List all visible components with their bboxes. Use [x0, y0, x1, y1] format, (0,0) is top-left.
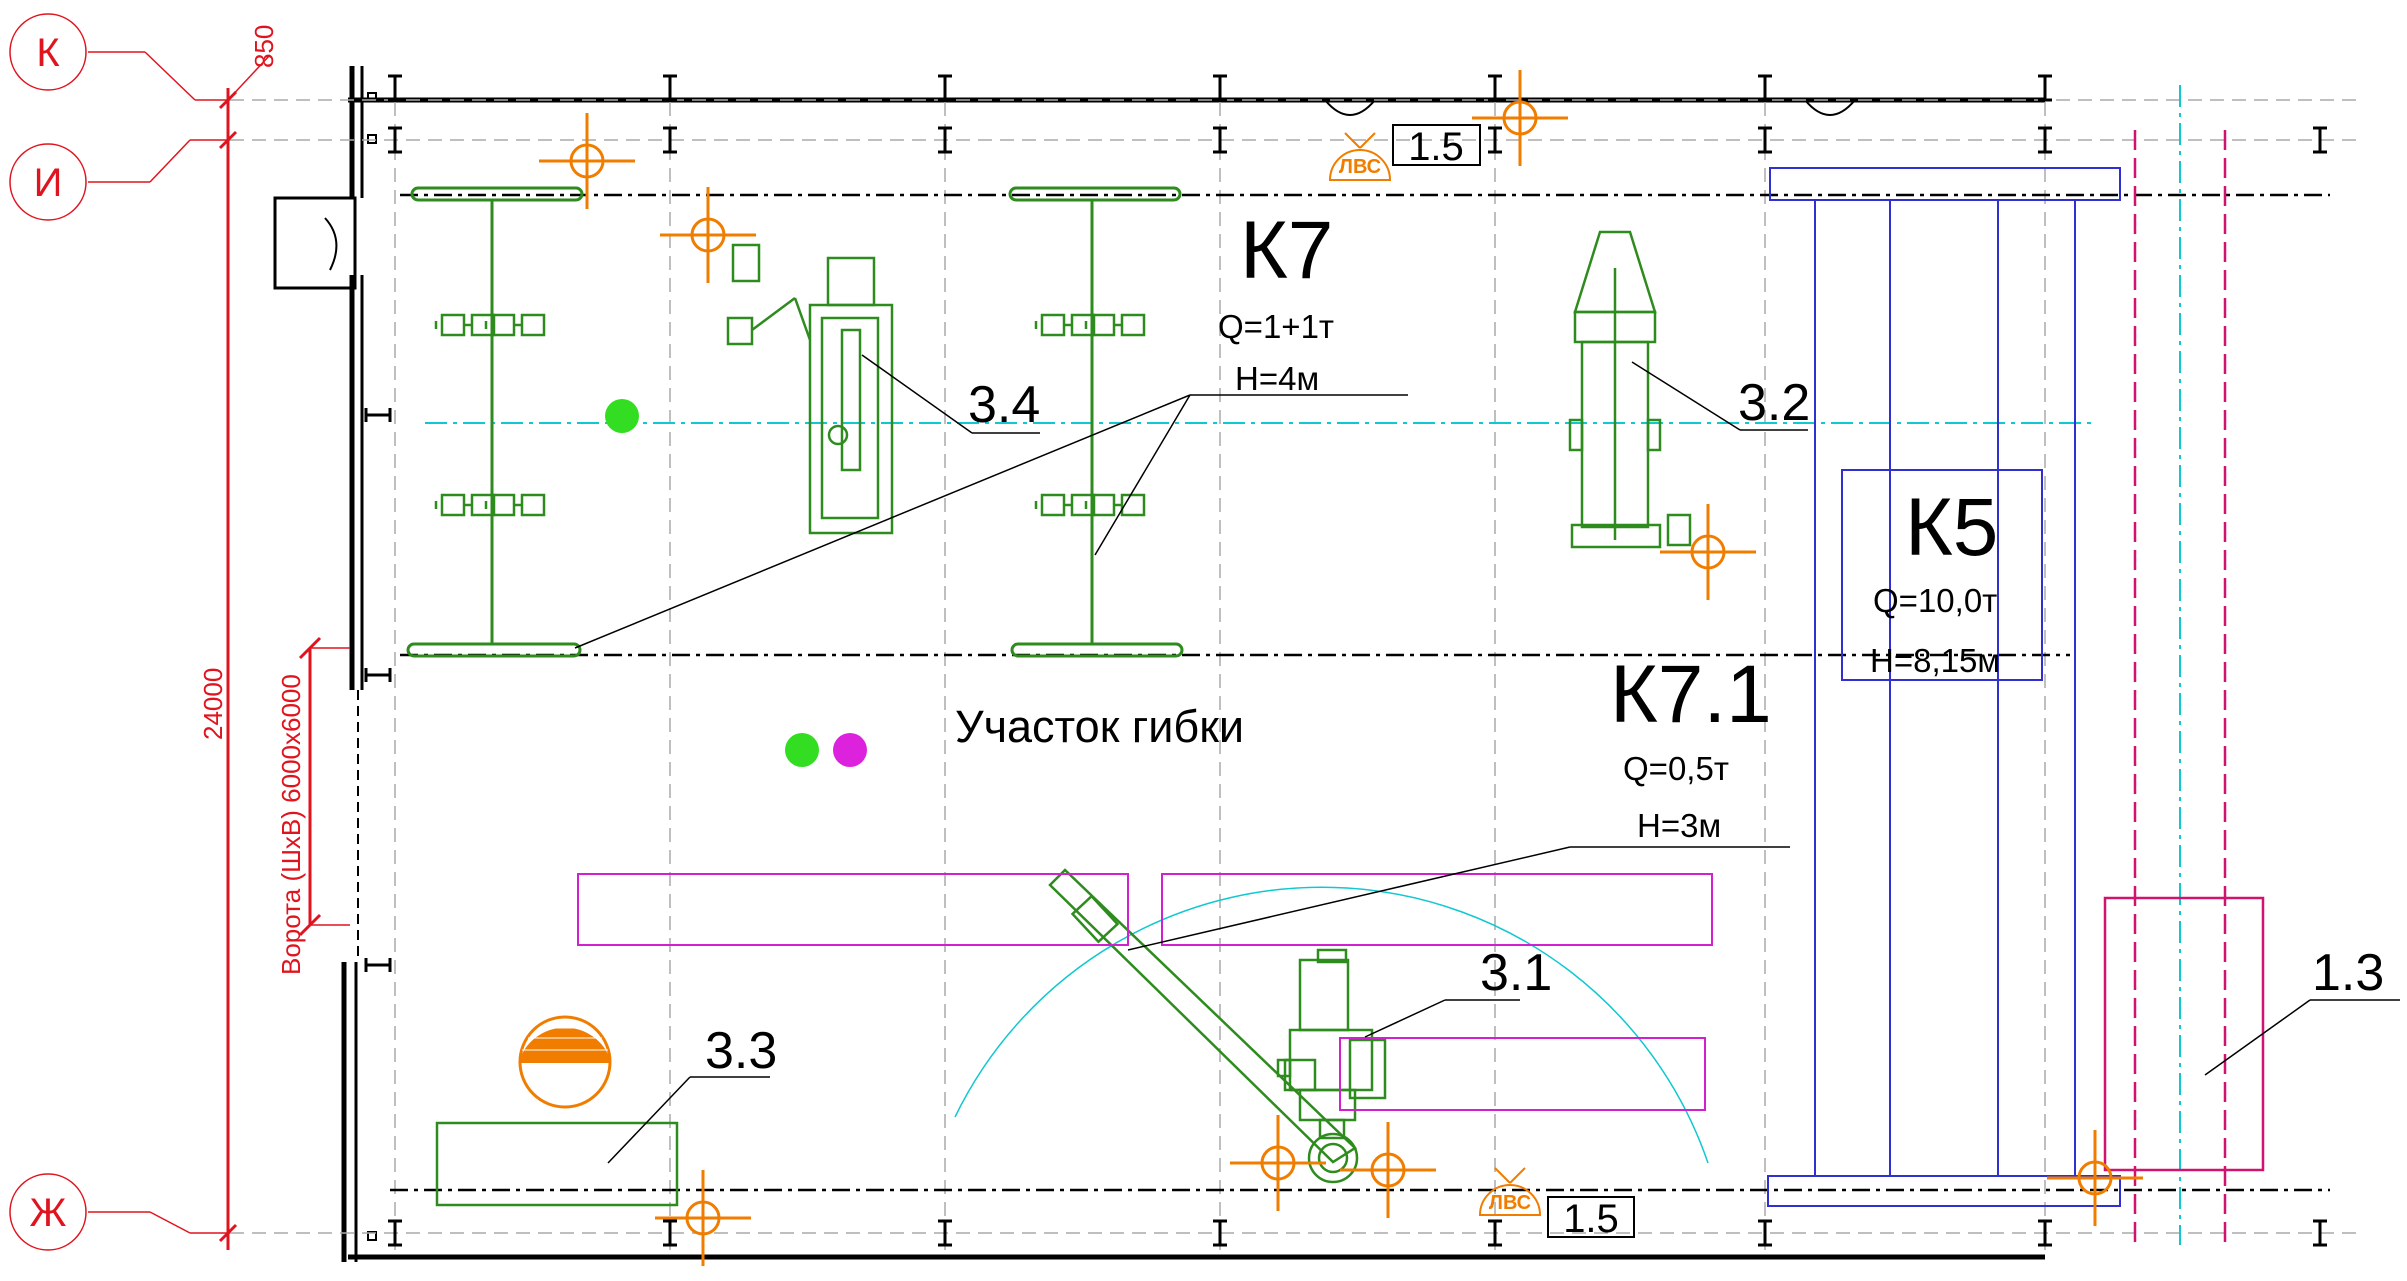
svg-text:1.5: 1.5	[1563, 1197, 1619, 1241]
crane-k7	[406, 186, 1184, 658]
crane-k7-name: К7	[1240, 205, 1333, 296]
label-3-2: 3.2	[1738, 374, 1810, 432]
equipment-3-3	[435, 1121, 679, 1207]
axis-markers: К И Ж	[9, 13, 230, 1251]
dim-850: 850	[249, 25, 279, 68]
lan-symbol-top: ЛВС	[1328, 132, 1392, 181]
lan-tag-bottom: 1.5	[1547, 1196, 1635, 1241]
area-label: Участок гибки	[955, 701, 1244, 752]
crane-k7-height: H=4м	[1235, 360, 1319, 397]
svg-text:1.5: 1.5	[1408, 125, 1464, 169]
svg-text:К: К	[36, 31, 60, 75]
green-dot-1	[605, 399, 639, 433]
orange-circle-symbol	[518, 1015, 612, 1109]
jib-arm	[1048, 868, 1359, 1184]
axis-i: И	[9, 139, 230, 221]
label-3-4: 3.4	[968, 376, 1040, 434]
leader-lines	[574, 354, 2400, 1164]
svg-text:Ж: Ж	[30, 1191, 67, 1235]
crane-k7-capacity: Q=1+1т	[1218, 308, 1334, 345]
magenta-zones	[577, 873, 1713, 1111]
crane-k5-name: К5	[1905, 482, 1998, 573]
magenta-rails	[2133, 130, 2227, 1245]
label-1-3: 1.3	[2312, 944, 2384, 1002]
axis-zh: Ж	[9, 1173, 230, 1251]
equipment-3-2	[1568, 230, 1692, 549]
lan-symbol-bottom: ЛВС	[1478, 1167, 1542, 1216]
column-markers	[364, 74, 2329, 1247]
cyan-centerlines	[425, 85, 2181, 1245]
dimensions	[218, 54, 350, 1250]
equipment-3-4	[726, 243, 894, 535]
axis-k: К	[9, 13, 230, 101]
crane-k5-height: H=8,15м	[1870, 642, 2000, 679]
crane-k7-1-capacity: Q=0,5т	[1623, 750, 1729, 787]
crane-k5-capacity: Q=10,0т	[1873, 582, 1997, 619]
crane-k7-1-name: К7.1	[1610, 649, 1772, 740]
structural-grid	[230, 80, 2360, 1250]
zone-1-3	[2103, 896, 2265, 1172]
lan-tag-top: 1.5	[1392, 124, 1481, 169]
magenta-dot	[833, 733, 867, 767]
svg-text:ЛВС: ЛВС	[1339, 156, 1381, 178]
dim-gate: Ворота (ШхВ) 6000x6000	[276, 674, 306, 975]
dim-24000: 24000	[198, 668, 228, 740]
equipment-3-1	[1276, 948, 1387, 1140]
crane-k5	[1767, 167, 2121, 1207]
label-3-3: 3.3	[705, 1022, 777, 1080]
svg-text:И: И	[34, 161, 63, 205]
crane-runways	[390, 193, 2330, 1192]
building-walls	[273, 66, 2045, 1262]
crane-k7-1-height: H=3м	[1637, 807, 1721, 844]
label-3-1: 3.1	[1480, 944, 1552, 1002]
green-dot-2	[785, 733, 819, 767]
jib-radius-k7-1	[954, 886, 1709, 1164]
svg-text:ЛВС: ЛВС	[1489, 1192, 1531, 1214]
